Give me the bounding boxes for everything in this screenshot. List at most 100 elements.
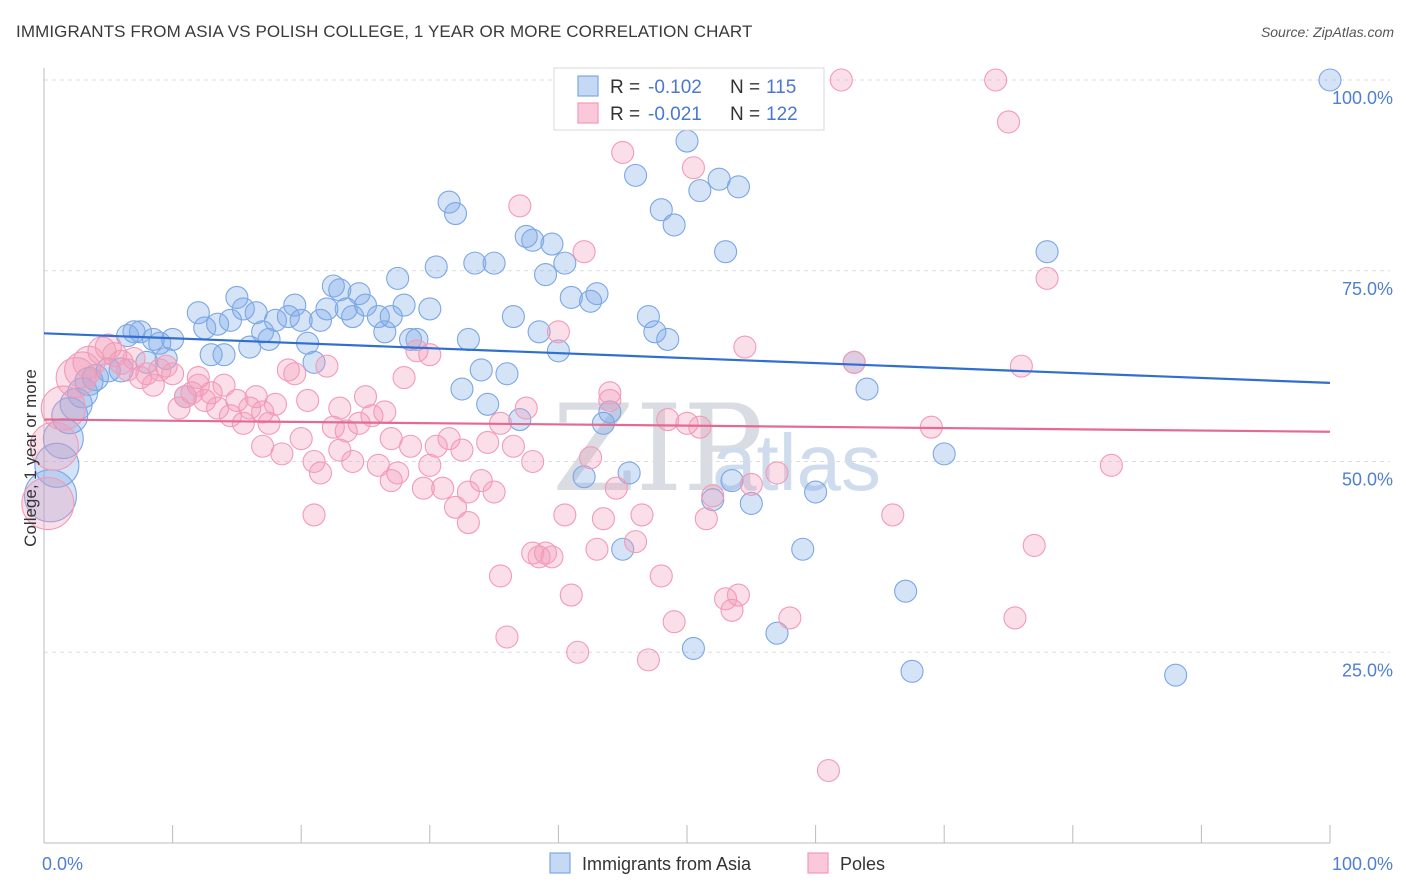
point-poles-78 [559,583,583,607]
point-poles-7 [94,333,122,361]
point-asia-101 [900,659,924,683]
point-poles-0 [21,476,75,531]
point-poles-27 [225,388,249,413]
point-asia-80 [624,163,648,187]
point-poles-32 [257,411,281,435]
y-tick-label-3: 100.0% [1332,88,1393,108]
point-poles-51 [379,469,403,493]
point-poles-117 [251,434,275,458]
point-poles-126 [302,449,326,474]
point-poles-98 [714,587,738,611]
y-axis-title: College, 1 year or more [21,369,40,547]
point-poles-33 [263,392,288,416]
point-asia-19 [186,301,210,325]
point-poles-93 [675,411,699,435]
point-asia-44 [353,293,378,317]
point-poles-115 [1099,453,1123,477]
point-poles-86 [611,140,635,165]
point-poles-105 [829,68,853,92]
point-asia-103 [1035,240,1059,264]
point-poles-101 [733,335,757,359]
point-poles-73 [527,545,551,569]
point-asia-49 [392,293,416,317]
point-poles-118 [328,396,352,420]
point-poles-114 [1035,266,1059,290]
gridlines [44,79,1390,653]
point-asia-82 [643,320,667,344]
point-asia-78 [611,537,635,561]
point-poles-67 [488,564,513,588]
point-poles-82 [585,537,609,561]
point-poles-69 [501,434,525,458]
point-poles-11 [122,346,146,371]
point-asia-84 [656,327,680,351]
point-poles-45 [341,449,365,474]
point-poles-119 [186,373,210,397]
point-asia-22 [206,312,230,336]
legend-n-value-asia: 115 [766,77,796,98]
point-poles-18 [167,396,191,420]
point-asia-70 [546,339,570,363]
point-asia-43 [347,282,371,306]
point-poles-52 [386,461,410,485]
point-poles-122 [521,449,545,474]
point-asia-72 [559,285,583,310]
point-poles-80 [572,240,596,264]
point-poles-96 [694,507,718,531]
point-poles-94 [681,156,705,180]
point-asia-14 [141,327,165,351]
point-asia-47 [379,304,403,329]
point-asia-34 [289,308,313,332]
point-asia-33 [283,293,307,317]
watermark-zip: ZIP [552,380,764,519]
point-asia-97 [804,480,828,504]
point-asia-41 [334,297,358,321]
point-asia-2 [42,418,84,460]
point-asia-30 [257,327,281,351]
legend-r-label-asia: R = [610,77,640,98]
point-poles-106 [842,350,866,374]
point-poles-79 [566,640,590,664]
point-poles-9 [108,349,134,375]
point-poles-71 [514,396,538,420]
point-asia-38 [315,297,339,321]
trend-line-asia [43,332,1331,385]
legend-n-value-poles: 122 [766,104,798,125]
point-poles-14 [141,373,165,397]
point-poles-89 [636,648,660,672]
y-tick-label-0: 25.0% [1342,660,1393,680]
point-poles-77 [553,503,577,527]
point-asia-39 [321,274,345,298]
y-tick-label-1: 50.0% [1342,470,1393,490]
point-poles-95 [688,415,712,439]
point-asia-42 [341,304,365,329]
bottom-legend: Immigrants from Asia Poles [549,852,885,874]
point-poles-74 [533,541,558,565]
point-asia-88 [688,179,712,203]
legend-n-label-asia: N = [730,77,760,98]
point-poles-116 [816,758,841,783]
point-poles-61 [443,495,468,519]
point-poles-110 [996,110,1021,134]
point-poles-59 [431,476,455,500]
point-asia-58 [463,251,487,275]
point-poles-81 [578,446,603,470]
point-poles-22 [193,388,217,413]
point-poles-102 [739,472,763,496]
legend-swatch-poles [577,102,599,124]
bottom-legend-label-asia: Immigrants from Asia [582,854,752,874]
point-poles-21 [186,366,210,390]
point-asia-71 [553,251,577,275]
point-poles-64 [469,469,493,493]
point-poles-109 [984,68,1008,92]
point-asia-66 [521,228,545,252]
y-tick-label-2: 75.0% [1342,279,1393,299]
point-asia-63 [501,304,525,329]
point-poles-121 [456,480,480,504]
chart-title: IMMIGRANTS FROM ASIA VS POLISH COLLEGE, … [16,22,753,41]
point-poles-84 [598,381,622,405]
point-poles-47 [353,385,378,409]
legend-r-value-asia: -0.102 [648,77,702,98]
point-poles-91 [656,407,680,432]
